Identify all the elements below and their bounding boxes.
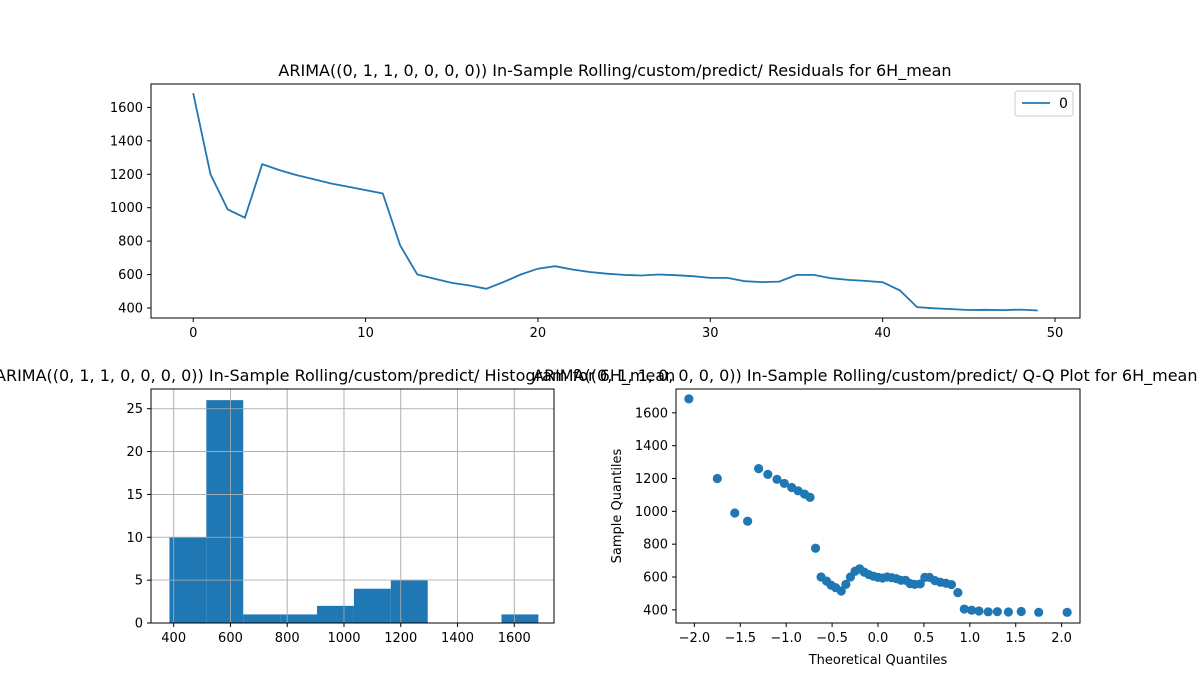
qq-point <box>992 607 1002 617</box>
qq-point <box>810 543 821 553</box>
legend-label-0: 0 <box>1059 96 1068 112</box>
series-0-line <box>192 93 1038 312</box>
qq-plot-xtick-label: 1.0 <box>959 631 980 646</box>
qq-plot-ytick-label: 1600 <box>635 406 668 421</box>
qq-plot-xtick-label: −1.5 <box>724 631 756 646</box>
qq-point <box>779 478 789 489</box>
qq-plot-ytick-label: 1000 <box>635 505 668 520</box>
qq-plot-ytick-label: 400 <box>643 603 668 618</box>
qq-point <box>763 469 773 479</box>
qq-plot-ytick-label: 800 <box>643 538 668 553</box>
line-chart-ytick-label: 800 <box>118 235 143 250</box>
qq-plot-frame <box>675 388 1081 624</box>
qq-plot-ytick-label: 1200 <box>635 472 668 487</box>
qq-plot-xtick-label: 1.5 <box>1005 631 1026 646</box>
line-chart-ytick-label: 1600 <box>110 101 143 116</box>
histogram-ytick-label: 10 <box>126 531 143 546</box>
histogram-bar <box>243 614 281 623</box>
histogram-xtick-label: 600 <box>218 631 243 646</box>
qq-plot-xtick-label: 2.0 <box>1051 631 1072 646</box>
histogram-ytick-label: 15 <box>126 488 143 503</box>
histogram-xtick-label: 1400 <box>441 631 474 646</box>
histogram-bar <box>206 400 244 623</box>
histogram-bar <box>390 580 428 623</box>
line-chart-xtick-label: 40 <box>874 326 891 341</box>
qq-point <box>1003 607 1013 617</box>
histogram-ytick-label: 20 <box>126 445 143 460</box>
line-chart-ytick-label: 1400 <box>110 134 143 149</box>
qq-point <box>754 464 764 474</box>
qq-plot-ytick-label: 600 <box>643 571 668 586</box>
histogram-title: ARIMA((0, 1, 1, 0, 0, 0, 0)) In-Sample R… <box>0 366 675 386</box>
qq-point <box>805 492 815 502</box>
histogram-ytick-label: 25 <box>126 402 143 417</box>
qq-point <box>743 516 753 526</box>
line-chart-ytick-label: 1000 <box>110 201 143 216</box>
qq-point <box>967 605 977 615</box>
qq-plot-title: ARIMA((0, 1, 1, 0, 0, 0, 0)) In-Sample R… <box>533 366 1197 386</box>
histogram-xtick-label: 1600 <box>498 631 531 646</box>
histogram-xtick-label: 400 <box>161 631 186 646</box>
histogram-bar <box>317 605 354 623</box>
qq-point <box>730 508 740 518</box>
qq-point <box>953 588 963 598</box>
qq-point <box>836 586 846 596</box>
line-chart-ytick-label: 400 <box>118 301 143 316</box>
qq-x-axis-label: Theoretical Quantiles <box>808 653 948 668</box>
histogram-xtick-label: 800 <box>275 631 300 646</box>
qq-point <box>684 394 694 404</box>
histogram-bar <box>280 614 318 623</box>
qq-plot-chart: ARIMA((0, 1, 1, 0, 0, 0, 0)) In-Sample R… <box>533 366 1197 668</box>
qq-plot-xtick-label: −0.5 <box>816 631 848 646</box>
histogram-chart: ARIMA((0, 1, 1, 0, 0, 0, 0)) In-Sample R… <box>0 366 675 646</box>
qq-plot-xtick-label: 0.5 <box>914 631 935 646</box>
histogram-frame <box>150 388 555 624</box>
qq-point <box>915 579 925 589</box>
line-chart-xtick-label: 10 <box>357 326 374 341</box>
qq-point <box>841 579 851 590</box>
line-chart-title: ARIMA((0, 1, 1, 0, 0, 0, 0)) In-Sample R… <box>278 61 951 81</box>
qq-point <box>974 606 984 616</box>
qq-point <box>772 474 782 484</box>
qq-point <box>712 473 722 484</box>
histogram-bar <box>353 588 391 623</box>
qq-point <box>1034 607 1044 617</box>
line-chart-xtick-label: 50 <box>1047 326 1064 341</box>
histogram-ytick-label: 5 <box>135 574 143 589</box>
qq-point <box>1016 606 1026 617</box>
line-chart-xtick-label: 20 <box>530 326 547 341</box>
histogram-bar <box>501 614 539 623</box>
qq-point <box>946 579 957 590</box>
qq-plot-ytick-label: 1400 <box>635 439 668 454</box>
line-chart-ytick-label: 600 <box>118 268 143 283</box>
qq-point <box>1062 607 1072 617</box>
line-chart-xtick-label: 0 <box>189 326 197 341</box>
histogram-ytick-label: 0 <box>135 617 143 632</box>
qq-plot-xtick-label: 0.0 <box>868 631 889 646</box>
line-chart-ytick-label: 1200 <box>110 168 143 183</box>
line-chart-frame <box>150 83 1081 319</box>
line-chart-xtick-label: 30 <box>702 326 719 341</box>
histogram-xtick-label: 1000 <box>327 631 360 646</box>
residuals-line-chart: ARIMA((0, 1, 1, 0, 0, 0, 0)) In-Sample R… <box>110 61 1081 341</box>
qq-plot-xtick-label: −1.0 <box>770 631 802 646</box>
histogram-xtick-label: 1200 <box>384 631 417 646</box>
line-chart-legend: 0 <box>1014 90 1074 117</box>
qq-point <box>959 604 969 614</box>
qq-y-axis-label: Sample Quantiles <box>610 448 625 563</box>
qq-plot-xtick-label: −2.0 <box>679 631 711 646</box>
qq-point <box>983 607 993 617</box>
